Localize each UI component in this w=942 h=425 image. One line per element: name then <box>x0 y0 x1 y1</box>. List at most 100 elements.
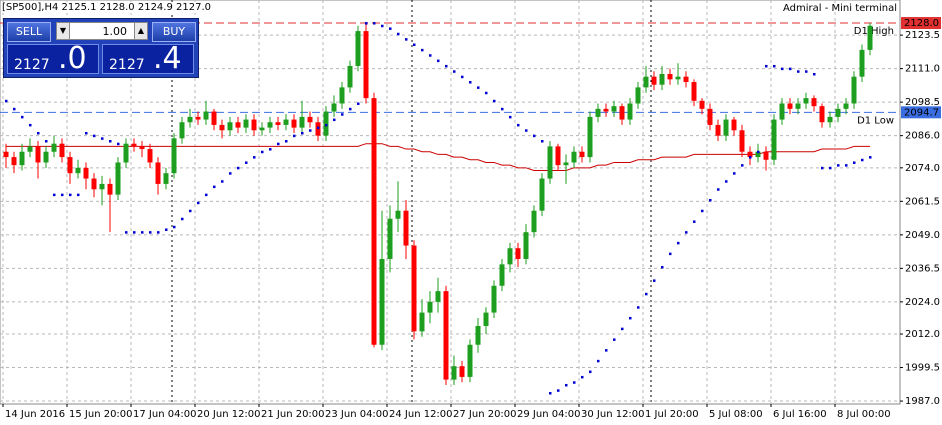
candle-body <box>147 149 153 163</box>
x-tick-label: 30 Jun 12:00 <box>581 409 645 420</box>
sar-dot <box>69 193 72 197</box>
x-tick-label: 1 Jul 20:00 <box>645 409 699 420</box>
sar-dot <box>765 64 768 68</box>
sar-dot <box>389 27 392 30</box>
candle-body <box>555 146 561 166</box>
sar-dot <box>565 383 568 387</box>
candle-body <box>691 82 697 101</box>
sar-dot <box>277 142 280 146</box>
sar-dot <box>285 140 288 143</box>
sar-dot <box>813 72 816 76</box>
buy-button[interactable]: BUY <box>152 22 196 42</box>
y-tick-label: 2098.5 <box>905 97 940 108</box>
x-tick-label: 6 Jul 16:00 <box>773 409 827 420</box>
sar-dot <box>197 201 200 205</box>
candle-body <box>107 183 113 195</box>
x-tick-label: 20 Jun 12:00 <box>197 409 261 420</box>
candle-body <box>683 76 689 83</box>
candle-body <box>563 162 569 166</box>
candle-body <box>827 116 833 123</box>
candle-body <box>203 111 209 120</box>
sar-dot <box>741 164 744 167</box>
candle-body <box>723 119 729 136</box>
sar-dot <box>509 115 512 119</box>
sar-dot <box>477 86 480 89</box>
candle-body <box>491 285 497 313</box>
level-label: D1 High <box>854 26 894 37</box>
sar-dot <box>293 134 296 138</box>
candle-body <box>131 143 137 147</box>
sar-dot <box>469 81 472 84</box>
sar-dot <box>453 70 456 73</box>
volume-down[interactable]: ▼ <box>56 22 70 40</box>
symbol-info: [SP500],H4 2125.1 2128.0 2124.9 2127.0 <box>2 2 212 13</box>
candle-body <box>603 108 609 112</box>
candle-body <box>499 264 505 286</box>
y-tick-label: 2123.5 <box>905 30 940 41</box>
sar-dot <box>229 172 232 175</box>
candle-body <box>435 291 441 302</box>
candle-body <box>299 116 305 128</box>
sar-dot <box>821 166 824 170</box>
sar-dot <box>341 113 344 116</box>
candle-body <box>667 73 673 80</box>
volume-up[interactable]: ▲ <box>134 22 148 40</box>
candle-body <box>323 111 329 136</box>
level-price-label: 2094.7 <box>904 107 939 118</box>
terminal-label[interactable]: Admiral - Mini terminal <box>783 3 897 14</box>
candle-body <box>811 98 817 107</box>
ask-price-minor: .4 <box>153 41 182 76</box>
candle-body <box>531 210 537 233</box>
candle-body <box>459 366 465 377</box>
candle-body <box>539 178 545 211</box>
sar-dot <box>405 38 408 41</box>
candle-body <box>363 31 369 99</box>
candle-body <box>83 167 89 179</box>
sar-dot <box>253 156 256 159</box>
candle-body <box>675 76 681 80</box>
sar-dot <box>837 164 840 167</box>
sar-dot <box>77 193 80 197</box>
y-tick-label: 2061.5 <box>905 196 940 207</box>
candle-body <box>595 108 601 117</box>
candle-body <box>619 106 625 120</box>
sar-dot <box>269 148 272 151</box>
sar-dot <box>869 156 872 159</box>
sar-dot <box>637 306 640 309</box>
sar-dot <box>493 99 496 103</box>
candle-body <box>267 122 273 128</box>
candle-body <box>3 151 9 158</box>
bid-price[interactable]: 2127 .0 <box>7 44 99 74</box>
sar-dot <box>613 338 616 341</box>
sar-dot <box>661 266 664 269</box>
sar-dot <box>205 193 208 197</box>
ask-price[interactable]: 2127 .4 <box>102 44 194 74</box>
sar-dot <box>333 118 336 122</box>
sar-dot <box>109 140 112 143</box>
candle-body <box>659 73 665 85</box>
sell-button[interactable]: SELL <box>7 22 51 42</box>
candle-body <box>371 98 377 345</box>
sar-dot <box>397 32 400 36</box>
sar-dot <box>421 48 424 52</box>
sar-dot <box>165 228 168 231</box>
candle-body <box>67 157 73 174</box>
candle-body <box>11 157 17 166</box>
y-tick-label: 2024.0 <box>905 297 940 308</box>
candle-body <box>611 106 617 112</box>
sar-dot <box>13 107 16 111</box>
sar-dot <box>853 161 856 164</box>
x-tick-label: 14 Jun 2016 <box>5 409 65 420</box>
candle-body <box>643 76 649 88</box>
sar-dot <box>461 75 464 79</box>
sar-dot <box>541 140 544 143</box>
y-tick-label: 1987.0 <box>905 396 940 407</box>
candle-body <box>243 119 249 128</box>
sar-dot <box>125 231 128 234</box>
x-tick-label: 23 Jun 04:00 <box>325 409 389 420</box>
candle-body <box>483 312 489 326</box>
candle-body <box>699 100 705 109</box>
x-tick-label: 21 Jun 20:00 <box>261 409 325 420</box>
x-tick-label: 27 Jun 20:00 <box>453 409 517 420</box>
sar-dot <box>621 327 624 331</box>
